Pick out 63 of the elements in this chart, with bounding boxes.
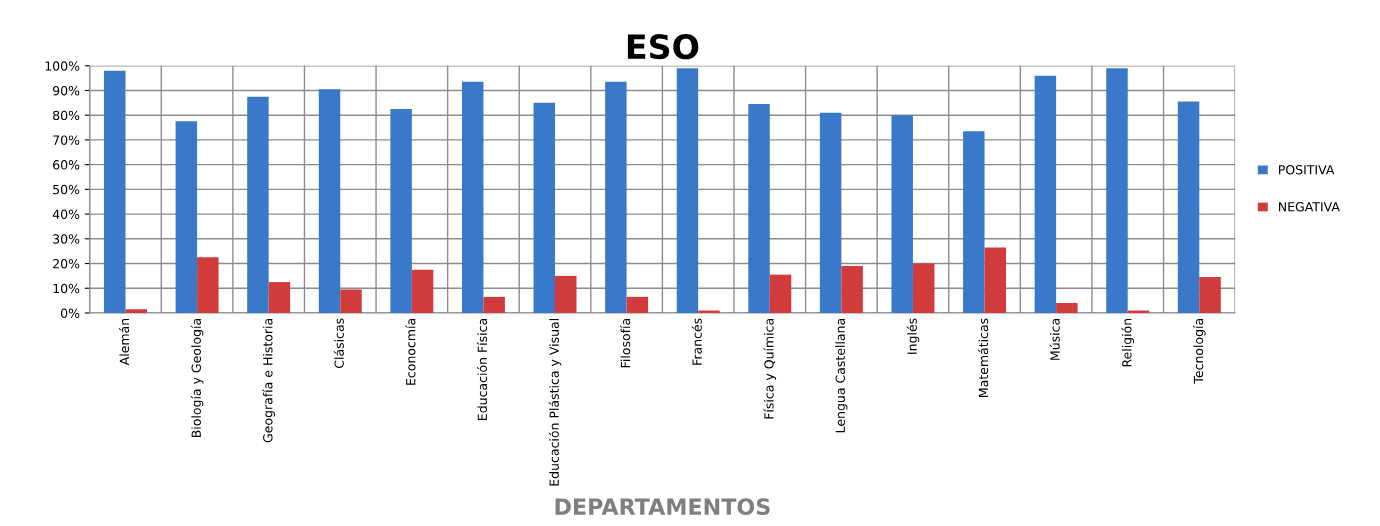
bar [819, 112, 842, 313]
x-tick-label: Matemáticas [977, 318, 989, 397]
y-tick-label: 40% [52, 209, 80, 220]
bar [247, 96, 269, 313]
x-tick-label: Música [1049, 318, 1060, 360]
bar [175, 121, 198, 313]
x-tick-label: Clásicas [333, 318, 344, 369]
bar [555, 275, 577, 313]
x-axis-title: DEPARTAMENTOS [555, 498, 770, 516]
legend-label: NEGATIVA [1279, 202, 1340, 212]
x-tick-label: Geografía e Historia [262, 318, 275, 443]
x-tick-label: Filosofía [620, 318, 631, 368]
x-tick-label: Lengua Castellana [835, 318, 848, 433]
y-tick-label: 20% [53, 259, 80, 269]
bar [626, 296, 649, 313]
bar [1177, 101, 1200, 313]
bar [1199, 277, 1221, 313]
x-tick-label: Biología y Geología [190, 318, 204, 438]
y-tick-label: 0% [60, 308, 80, 318]
bar [1106, 68, 1128, 313]
x-tick-label: Francés [691, 318, 702, 365]
bar [891, 115, 913, 313]
bar [1056, 303, 1078, 313]
y-tick-label: 50% [53, 184, 80, 195]
bar [1034, 75, 1057, 313]
bar [769, 274, 792, 313]
bar [841, 266, 863, 313]
chart-title: ESO [627, 34, 699, 60]
bar [268, 282, 291, 313]
x-tick-label: Econocmía [405, 318, 416, 385]
bar [390, 109, 412, 313]
x-tick-label: Educación Plástica y Visual [548, 319, 562, 486]
bar [104, 70, 126, 313]
bar [340, 289, 362, 313]
bar [984, 247, 1007, 313]
y-tick-label: 80% [53, 110, 80, 121]
bar [605, 81, 627, 313]
bar [533, 102, 556, 313]
bar [748, 104, 770, 313]
bar [483, 296, 505, 313]
x-tick-label: Inglés [906, 318, 920, 354]
x-tick-label: Tecnología [1193, 318, 1206, 384]
x-tick-label: Educación Física [476, 318, 488, 420]
bar [698, 310, 720, 313]
bar [963, 131, 985, 313]
bar [1127, 310, 1150, 313]
bar [461, 81, 484, 313]
bar [318, 89, 341, 313]
y-tick-label: 10% [53, 283, 80, 294]
bar [676, 68, 699, 313]
x-tick-label: Física y Química [763, 318, 777, 419]
x-tick-label: Alemán [118, 318, 130, 366]
bar [197, 257, 219, 313]
x-tick-label: Religión [1121, 318, 1135, 367]
y-tick-label: 30% [53, 234, 80, 244]
bar [411, 269, 434, 313]
y-tick-label: 100% [45, 61, 80, 71]
bar [125, 309, 147, 313]
y-tick-label: 70% [53, 135, 80, 145]
y-tick-label: 60% [53, 160, 80, 170]
legend-label: POSITIVA [1279, 164, 1335, 175]
y-tick-label: 90% [52, 85, 80, 96]
bar [912, 263, 935, 313]
